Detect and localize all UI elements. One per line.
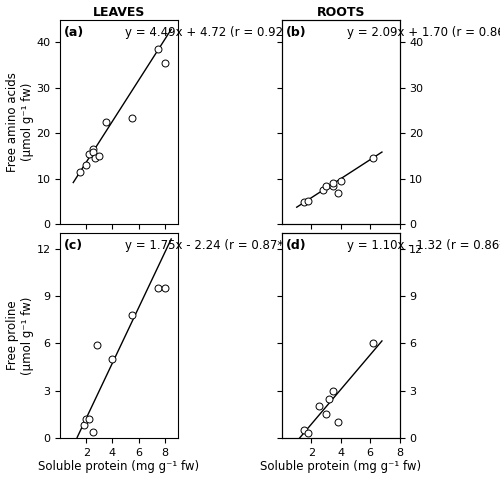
Point <box>85 415 93 423</box>
Point <box>322 182 330 190</box>
Point <box>300 426 308 434</box>
Point <box>304 197 312 205</box>
Point <box>319 186 327 194</box>
Text: (b): (b) <box>286 26 306 39</box>
Point <box>154 46 162 53</box>
Point <box>85 150 93 158</box>
Point <box>315 403 323 411</box>
Point <box>128 114 136 121</box>
Point <box>369 340 377 347</box>
Y-axis label: Free proline
(μmol g⁻¹ fw): Free proline (μmol g⁻¹ fw) <box>6 297 34 375</box>
Point <box>337 177 345 185</box>
Point <box>80 422 88 429</box>
Point <box>334 418 342 426</box>
Point <box>76 168 84 176</box>
Point <box>128 311 136 319</box>
Point <box>330 182 338 190</box>
Point <box>369 155 377 162</box>
Text: (d): (d) <box>286 240 306 252</box>
Point <box>330 387 338 395</box>
Text: y = 4.49x + 4.72 (r = 0.92**): y = 4.49x + 4.72 (r = 0.92**) <box>125 26 300 39</box>
Point <box>322 411 330 418</box>
Y-axis label: Free amino acids
(μmol g⁻¹ fw): Free amino acids (μmol g⁻¹ fw) <box>6 72 34 172</box>
Text: y = 1.10x - 1.32 (r = 0.86**): y = 1.10x - 1.32 (r = 0.86**) <box>346 240 500 252</box>
Point <box>89 148 97 156</box>
Point <box>154 285 162 292</box>
Point <box>96 152 104 160</box>
Point <box>160 59 168 67</box>
Point <box>334 189 342 196</box>
Point <box>304 429 312 437</box>
Title: LEAVES: LEAVES <box>93 6 145 19</box>
Point <box>82 161 90 169</box>
Title: ROOTS: ROOTS <box>316 6 365 19</box>
Point <box>92 155 100 162</box>
X-axis label: Soluble protein (mg g⁻¹ fw): Soluble protein (mg g⁻¹ fw) <box>38 460 200 473</box>
X-axis label: Soluble protein (mg g⁻¹ fw): Soluble protein (mg g⁻¹ fw) <box>260 460 422 473</box>
Point <box>102 118 110 126</box>
Point <box>108 355 116 363</box>
Text: (a): (a) <box>64 26 84 39</box>
Point <box>93 341 101 349</box>
Point <box>160 285 168 292</box>
Point <box>82 415 90 423</box>
Point <box>325 395 333 402</box>
Point <box>89 146 97 153</box>
Text: y = 2.09x + 1.70 (r = 0.86**): y = 2.09x + 1.70 (r = 0.86**) <box>346 26 500 39</box>
Point <box>89 428 97 435</box>
Text: (c): (c) <box>64 240 83 252</box>
Point <box>300 198 308 205</box>
Point <box>330 180 338 187</box>
Text: y = 1.75x - 2.24 (r = 0.87**): y = 1.75x - 2.24 (r = 0.87**) <box>125 240 294 252</box>
